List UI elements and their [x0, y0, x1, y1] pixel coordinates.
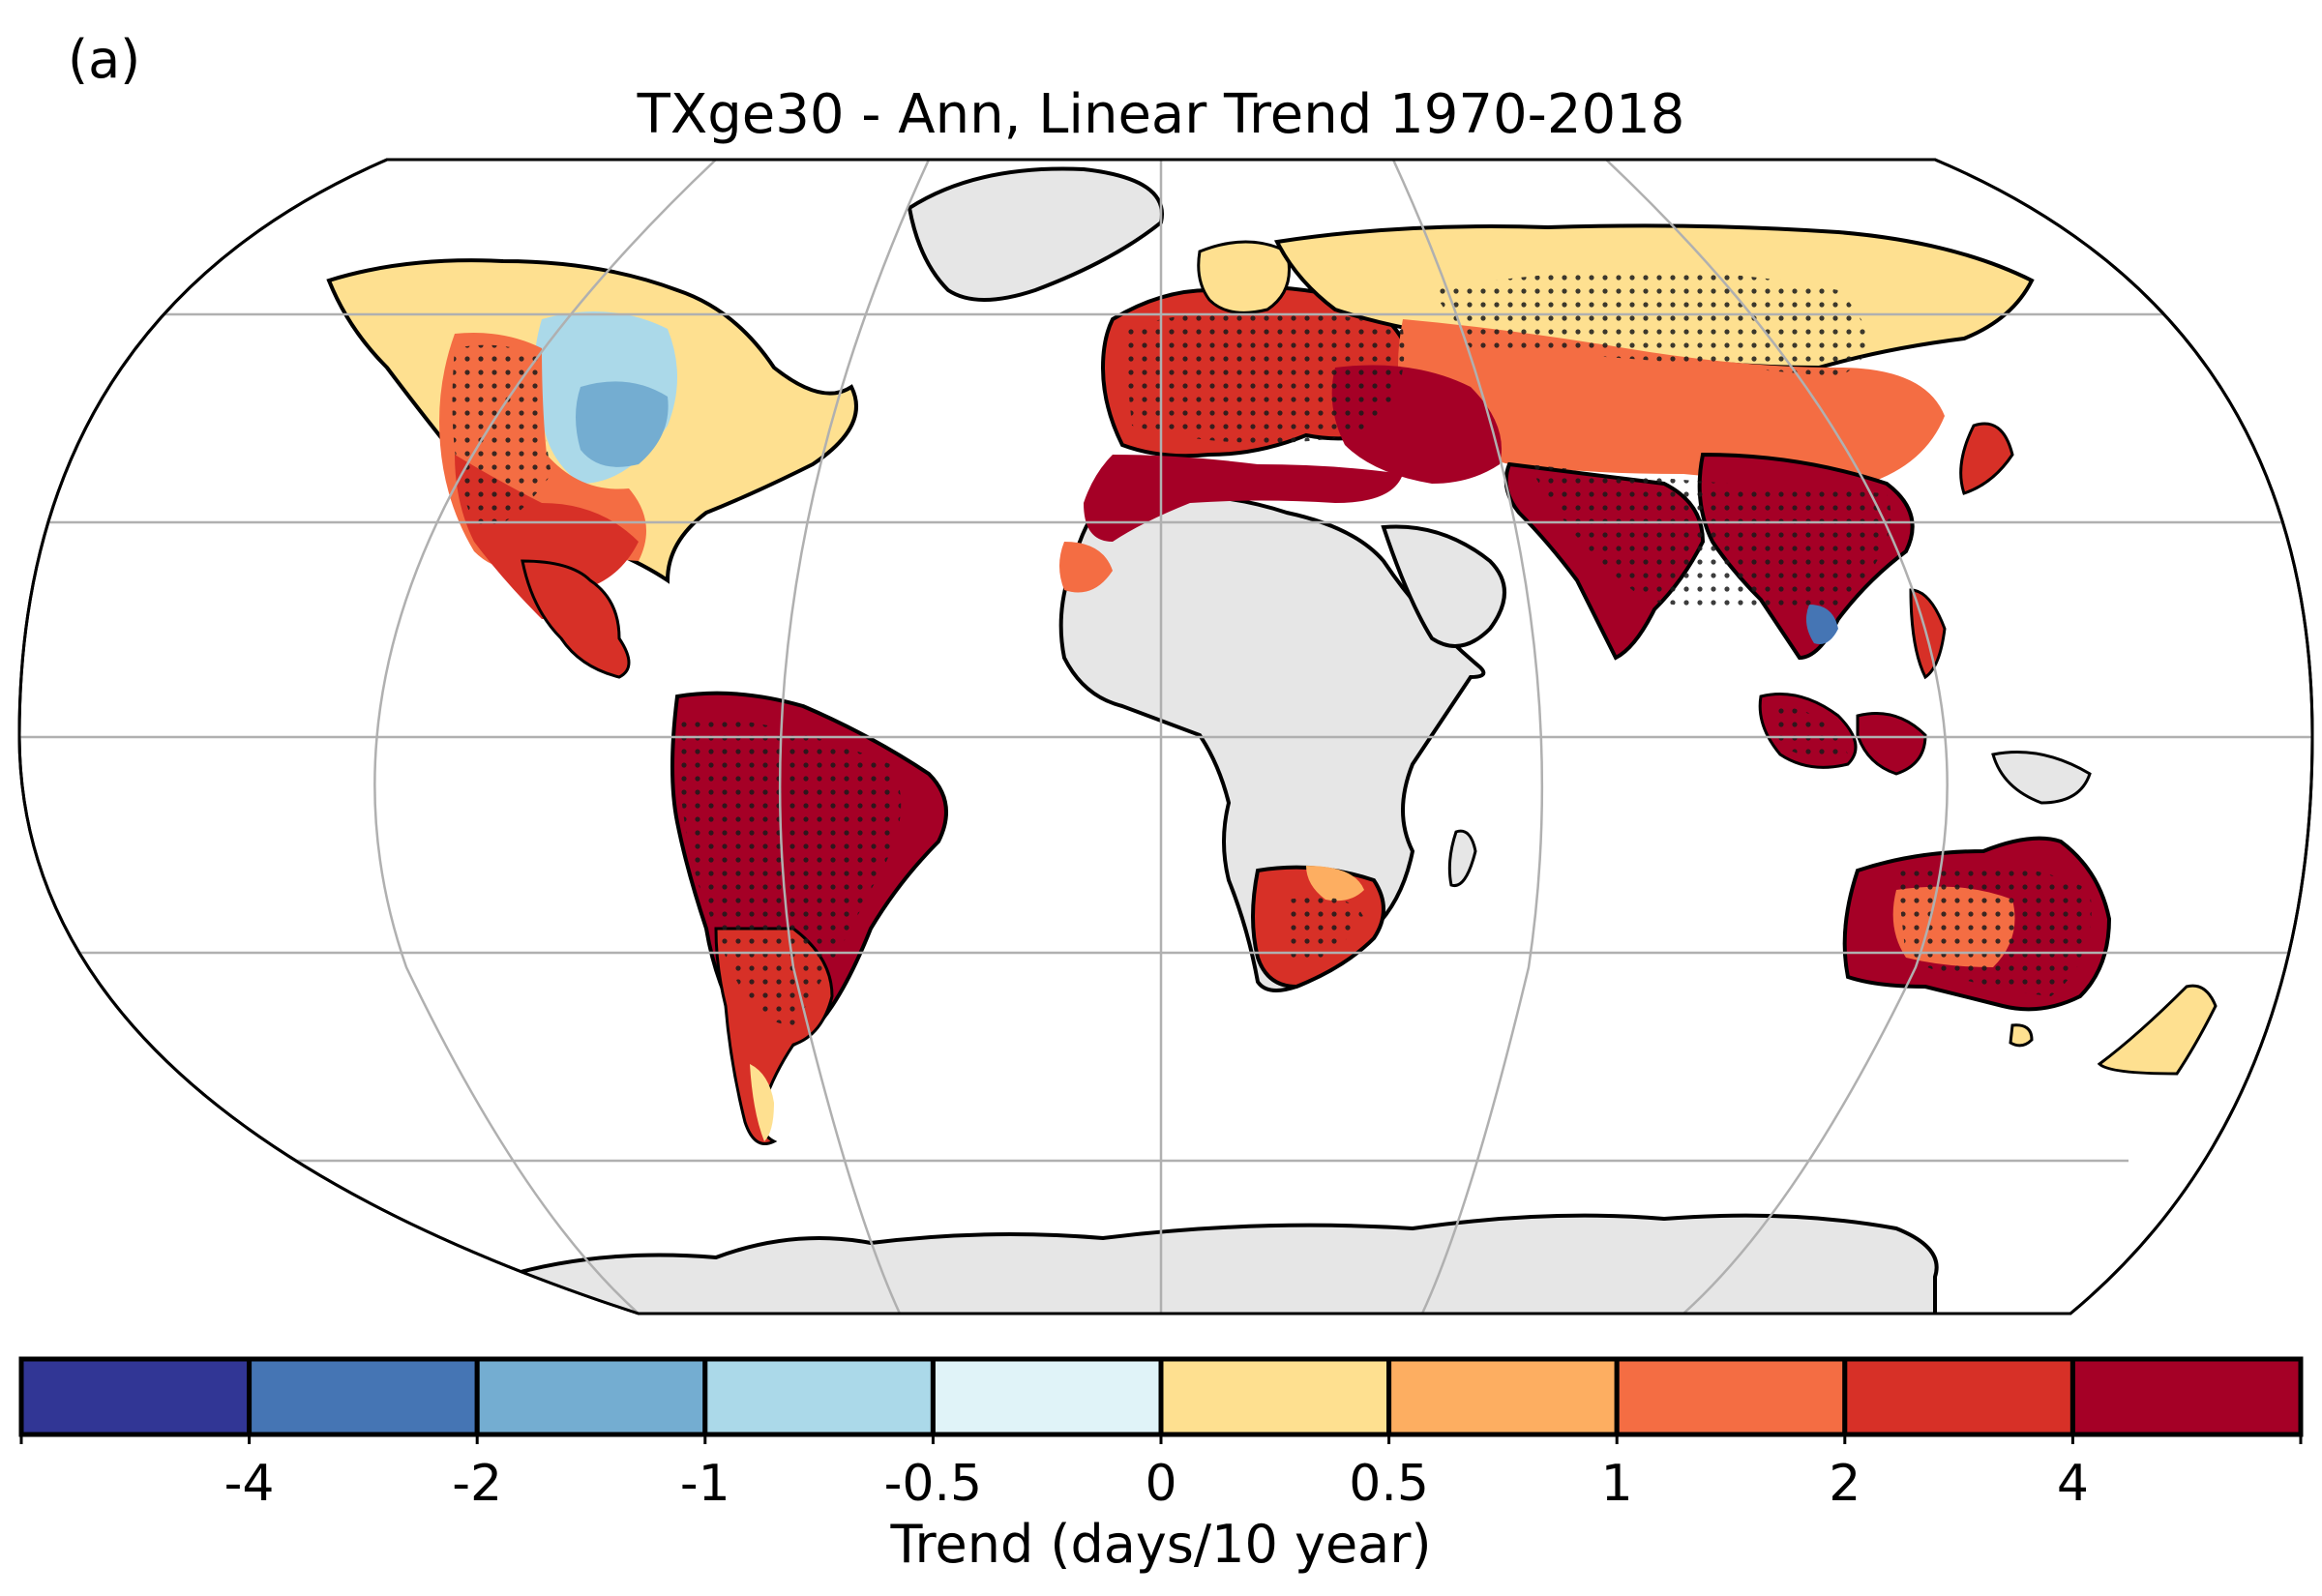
colorbar-label: Trend (days/10 year) — [890, 1514, 1432, 1575]
world-map — [17, 158, 2314, 1315]
colorbar-tick-label: 0 — [1145, 1455, 1176, 1513]
colorbar-tick-label: -4 — [224, 1455, 275, 1513]
colorbar-bin — [247, 1356, 480, 1437]
colorbar-bin — [930, 1356, 1164, 1437]
graticule — [19, 160, 2312, 1314]
west-africa-coast — [1059, 542, 1113, 593]
colorbar-bin — [18, 1356, 253, 1437]
colorbar-tick-label: 0.5 — [1349, 1455, 1429, 1513]
globe-border — [17, 158, 2314, 1315]
southern-africa-yellow — [1306, 866, 1364, 901]
colorbar-ticks: -4 -2 -1 -0.5 0 0.5 1 2 4 — [19, 1434, 2303, 1513]
central-asia — [1398, 319, 1945, 484]
colorbar-bin — [1386, 1356, 1620, 1437]
patagonia — [750, 1064, 774, 1141]
japan — [1959, 422, 2014, 495]
panel-label: (a) — [68, 29, 141, 90]
greenland — [907, 166, 1164, 302]
indochina-blue — [1805, 605, 1838, 644]
colorbar-tick-label: 4 — [2057, 1455, 2089, 1513]
colorbar-tick-label: 1 — [1601, 1455, 1633, 1513]
colorbar-tick-label: -1 — [680, 1455, 730, 1513]
borneo — [1856, 712, 1927, 776]
arabia-land — [1381, 524, 1506, 648]
new-zealand — [2097, 984, 2218, 1076]
colorbar-bins — [18, 1356, 2304, 1437]
tasmania — [2009, 1023, 2034, 1048]
colorbar-bin — [702, 1356, 936, 1437]
colorbar-bin — [474, 1356, 708, 1437]
colorbar-bin — [1614, 1356, 1848, 1437]
map-title: TXge30 - Ann, Linear Trend 1970-2018 — [637, 83, 1685, 146]
colorbar-tick-label: -0.5 — [884, 1455, 982, 1513]
north-africa — [1084, 455, 1403, 542]
colorbar-bin — [2069, 1356, 2304, 1437]
colorbar-bin — [1158, 1356, 1392, 1437]
significance-stippling — [452, 271, 2092, 1025]
madagascar — [1447, 829, 1477, 888]
colorbar-tick-label: -2 — [452, 1455, 502, 1513]
colorbar-tick-label: 2 — [1829, 1455, 1861, 1513]
colorbar-bin — [1842, 1356, 2075, 1437]
antarctica — [501, 1213, 1939, 1314]
new-guinea — [1991, 751, 2092, 805]
north-america-central-blue — [576, 381, 669, 467]
central-america — [521, 559, 631, 679]
scandinavia — [1197, 240, 1291, 314]
